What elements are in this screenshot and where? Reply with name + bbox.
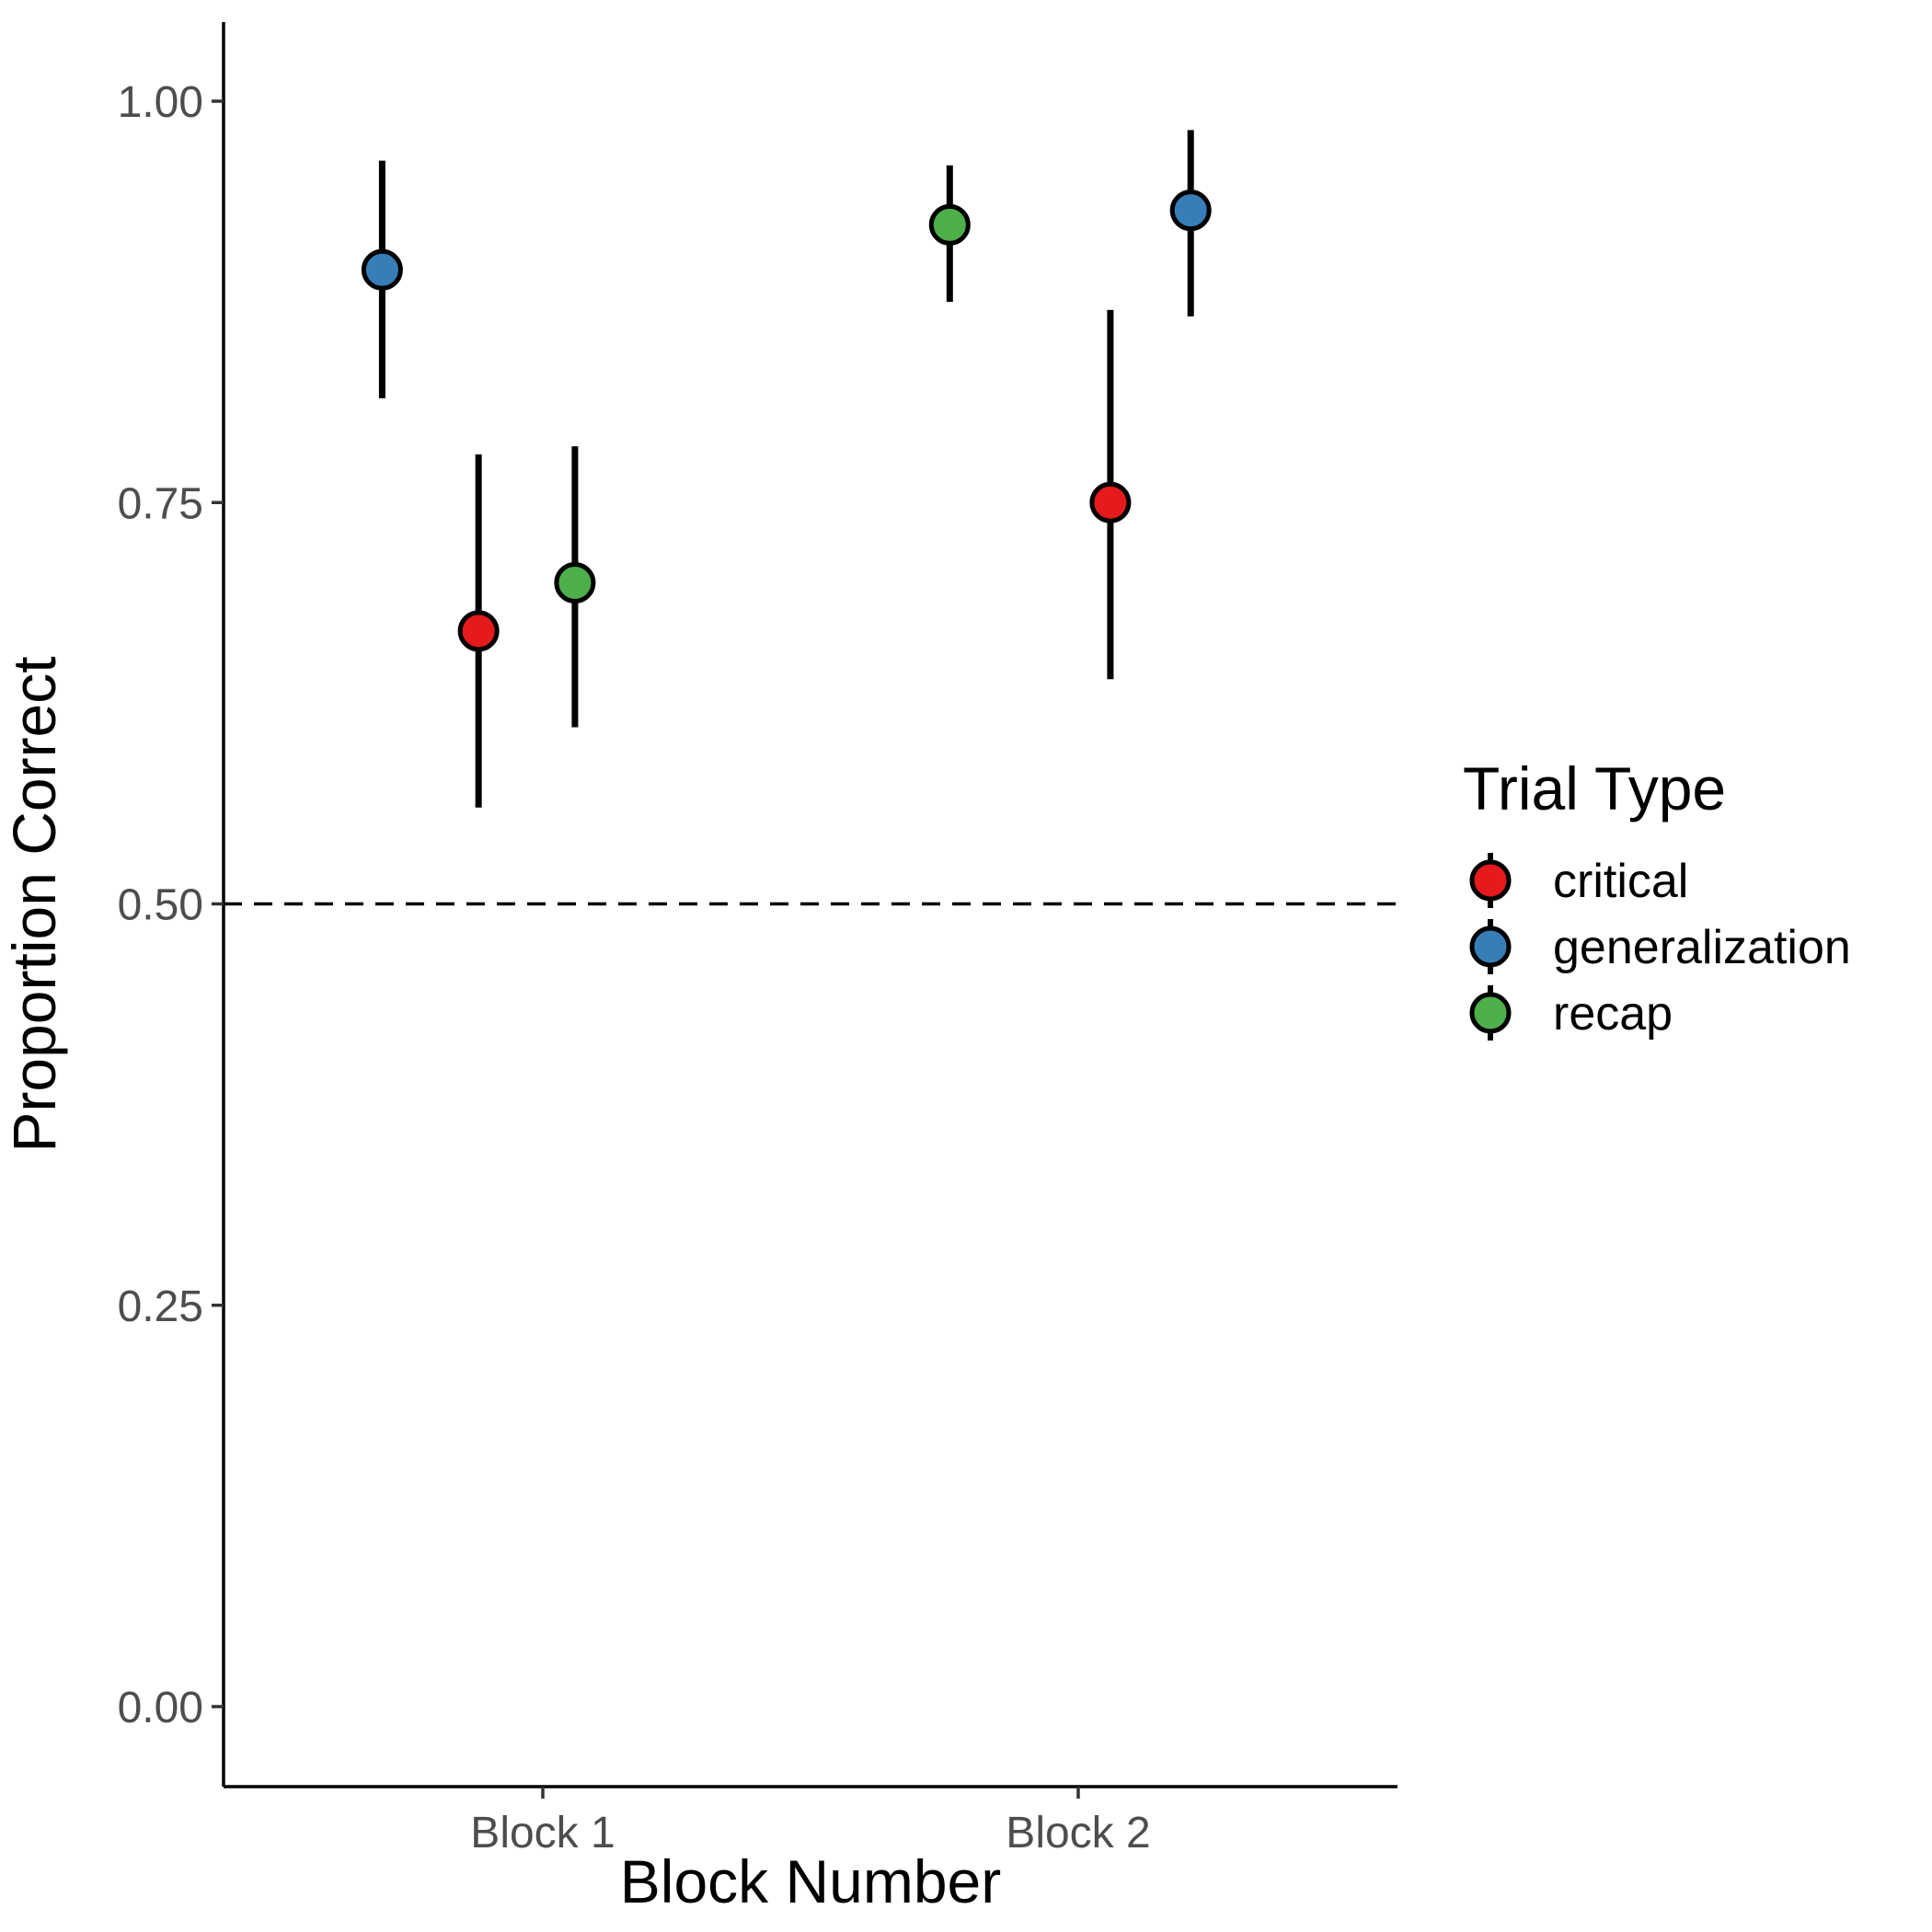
point-recap [554,562,596,604]
legend-title: Trial Type [1463,754,1726,822]
legend-label-critical: critical [1553,855,1688,908]
y-tick-label: 1.00 [118,78,203,127]
x-axis-title: Block Number [620,1847,1001,1915]
plot-area [224,130,1397,906]
y-tick-label: 0.75 [118,479,203,528]
x-tick-label: Block 2 [1006,1809,1150,1857]
point-generalization [361,248,403,291]
y-axis-title: Proportion Correct [0,656,68,1152]
series-layer [361,130,1212,808]
legend: Trial Type critical generalization recap [1463,754,1851,1041]
legend-key-recap [1469,992,1512,1034]
legend-label-generalization: generalization [1553,921,1851,974]
y-tick-label: 0.50 [118,881,203,930]
point-recap [928,203,971,246]
legend-items: critical generalization recap [1469,853,1851,1041]
x-ticks: Block 1 Block 2 [470,1787,1151,1857]
x-tick-label: Block 1 [470,1809,615,1857]
legend-key-generalization [1469,926,1512,968]
y-tick-label: 0.25 [118,1282,203,1331]
legend-label-recap: recap [1553,987,1673,1041]
y-ticks: 0.00 0.25 0.50 0.75 1.00 [118,78,224,1732]
point-critical [457,610,500,652]
point-generalization [1169,190,1212,232]
y-tick-label: 0.00 [118,1684,203,1732]
point-critical [1089,481,1132,523]
legend-key-critical [1469,859,1512,902]
